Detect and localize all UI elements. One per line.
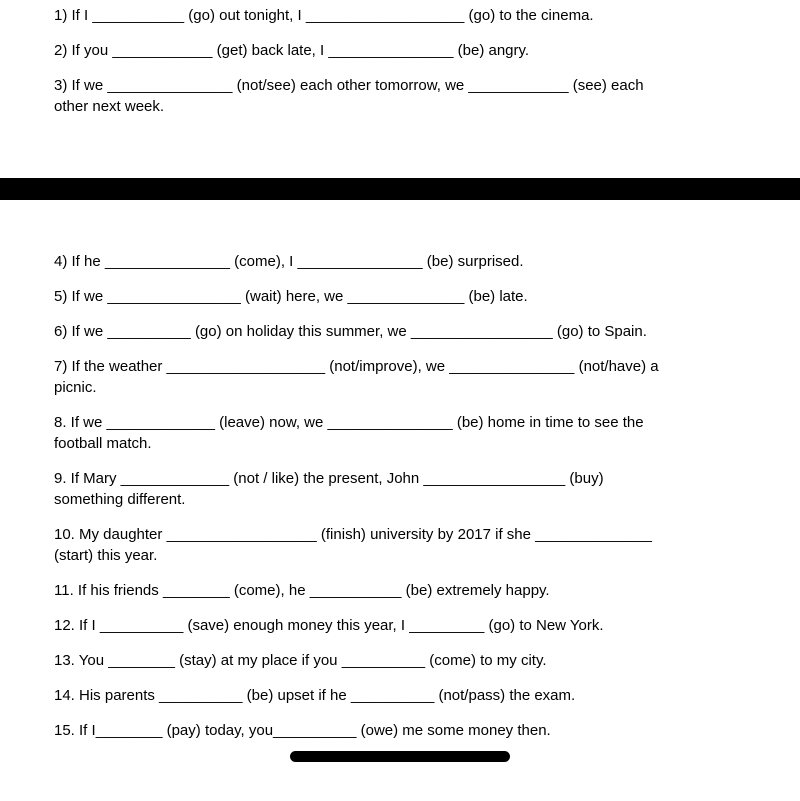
exercise-10-line2: (start) this year. bbox=[54, 548, 746, 563]
exercise-7-line1: 7) If the weather ___________________ (n… bbox=[54, 359, 746, 374]
exercise-8-line2: football match. bbox=[54, 436, 746, 451]
bottom-handle-bar bbox=[290, 751, 510, 762]
exercise-2: 2) If you ____________ (get) back late, … bbox=[54, 43, 746, 58]
exercise-7-line2: picnic. bbox=[54, 380, 746, 395]
exercise-6: 6) If we __________ (go) on holiday this… bbox=[54, 324, 746, 339]
exercise-10-line1: 10. My daughter __________________ (fini… bbox=[54, 527, 746, 542]
exercise-11: 11. If his friends ________ (come), he _… bbox=[54, 583, 746, 598]
exercise-15: 15. If I________ (pay) today, you_______… bbox=[54, 723, 746, 738]
page-separator bbox=[0, 178, 800, 200]
exercise-9-line2: something different. bbox=[54, 492, 746, 507]
exercise-5: 5) If we ________________ (wait) here, w… bbox=[54, 289, 746, 304]
exercise-1: 1) If I ___________ (go) out tonight, I … bbox=[54, 8, 746, 23]
exercise-9-line1: 9. If Mary _____________ (not / like) th… bbox=[54, 471, 746, 486]
exercise-12: 12. If I __________ (save) enough money … bbox=[54, 618, 746, 633]
exercise-8-line1: 8. If we _____________ (leave) now, we _… bbox=[54, 415, 746, 430]
section-top: 1) If I ___________ (go) out tonight, I … bbox=[0, 0, 800, 154]
exercise-4: 4) If he _______________ (come), I _____… bbox=[54, 254, 746, 269]
exercise-13: 13. You ________ (stay) at my place if y… bbox=[54, 653, 746, 668]
exercise-14: 14. His parents __________ (be) upset if… bbox=[54, 688, 746, 703]
exercise-3-line2: other next week. bbox=[54, 99, 746, 114]
section-bottom: 4) If he _______________ (come), I _____… bbox=[0, 254, 800, 758]
exercise-3-line1: 3) If we _______________ (not/see) each … bbox=[54, 78, 746, 93]
